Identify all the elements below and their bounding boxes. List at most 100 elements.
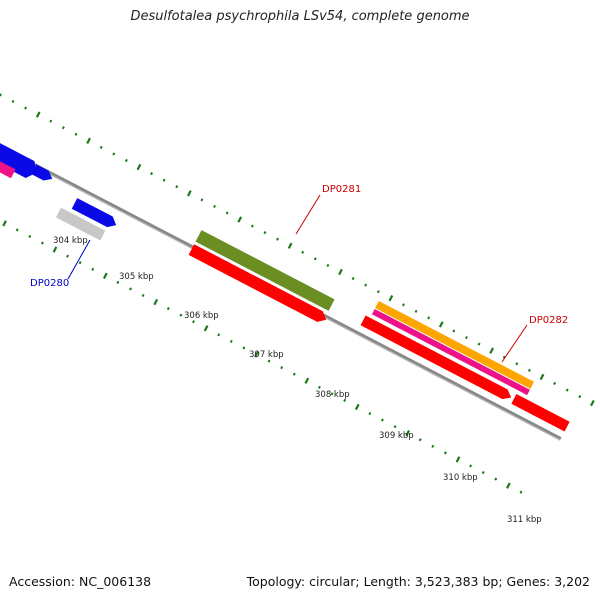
- gene-feature-gray: [55, 207, 106, 241]
- gc-tick: [376, 290, 380, 294]
- gc-tick: [338, 268, 343, 276]
- backbone-line: [0, 144, 562, 440]
- gene-feature-red: [360, 315, 512, 400]
- gc-tick: [112, 152, 116, 156]
- gc-tick: [124, 158, 128, 163]
- gc-tick: [481, 470, 485, 475]
- gc-tick: [2, 220, 7, 227]
- gc-tick: [506, 482, 511, 489]
- tick-label-310: 310 kbp: [443, 473, 478, 483]
- gc-tick: [28, 234, 32, 239]
- tick-labels: 304 kbp 305 kbp 306 kbp 307 kbp 308 kbp 309 k…: [53, 236, 542, 525]
- gc-tick: [200, 198, 204, 202]
- gc-tick: [175, 185, 179, 189]
- gc-tick: [116, 280, 120, 284]
- gc-tick: [263, 231, 267, 235]
- gc-tick: [304, 377, 310, 384]
- gc-tick: [267, 359, 271, 363]
- gc-tick: [494, 477, 498, 481]
- gc-tick: [438, 321, 444, 328]
- gc-tick: [287, 242, 293, 249]
- feature-track: [0, 143, 570, 432]
- gc-tick: [464, 335, 468, 340]
- tick-label-309: 309 kbp: [379, 431, 414, 441]
- genome-backbone: [0, 144, 562, 441]
- gc-tick: [186, 190, 192, 197]
- gc-tick: [0, 93, 2, 97]
- gc-tick: [78, 261, 82, 265]
- gc-tick: [527, 368, 531, 372]
- gc-tick: [15, 228, 19, 232]
- gc-tick: [455, 456, 461, 463]
- backbone-line: [0, 147, 561, 441]
- gc-tick: [402, 303, 405, 307]
- gc-tick: [166, 307, 170, 311]
- tick-label-305: 305 kbp: [119, 272, 154, 282]
- gc-tick: [364, 283, 368, 287]
- gc-tick: [153, 298, 159, 306]
- gc-tick: [61, 126, 65, 130]
- gc-tick: [203, 325, 209, 332]
- gc-tick: [66, 254, 70, 258]
- gene-callouts: DP0280 DP0281 DP0282: [30, 184, 568, 363]
- gc-tick: [313, 257, 317, 261]
- gc-tick: [326, 263, 330, 267]
- gc-tick: [213, 204, 217, 208]
- gene-feature-magenta: [0, 161, 16, 179]
- gene-label-dp0282: DP0282: [529, 315, 568, 326]
- gc-tick: [515, 362, 519, 366]
- gc-tick: [24, 106, 28, 110]
- gc-tick: [162, 178, 166, 182]
- gc-tick: [519, 490, 523, 494]
- gc-tick: [242, 346, 246, 350]
- gene-feature-magenta: [371, 308, 530, 396]
- gc-tick: [351, 276, 355, 281]
- gc-tick: [590, 399, 595, 407]
- gc-tick: [292, 372, 296, 376]
- gc-tick: [254, 351, 259, 358]
- gc-tick: [553, 381, 557, 386]
- tick-label-304: 304 kbp: [53, 236, 88, 246]
- gene-feature-blue: [71, 198, 117, 228]
- gc-tick: [301, 250, 305, 254]
- gc-tick: [49, 119, 53, 123]
- gc-tick: [393, 425, 397, 429]
- gc-tick: [192, 320, 195, 324]
- gc-skew-ticks: [0, 93, 595, 494]
- gc-tick: [539, 373, 545, 381]
- gc-tick: [129, 287, 132, 291]
- gc-tick: [489, 347, 494, 354]
- gc-tick: [280, 366, 284, 370]
- gc-tick: [217, 333, 221, 337]
- gc-tick: [405, 430, 410, 437]
- gc-tick: [330, 392, 334, 396]
- gc-tick: [40, 241, 44, 245]
- gc-tick: [237, 216, 243, 223]
- gc-tick: [276, 237, 279, 241]
- gc-tick: [91, 267, 95, 271]
- gc-tick: [380, 418, 384, 422]
- gc-tick: [431, 444, 435, 448]
- gc-tick: [179, 313, 183, 317]
- gc-tick: [443, 451, 447, 455]
- gc-tick: [136, 163, 142, 171]
- gc-tick: [502, 355, 506, 359]
- gc-tick: [35, 111, 41, 118]
- callout-line: [501, 324, 528, 363]
- gene-label-dp0281: DP0281: [322, 184, 361, 195]
- gc-tick: [11, 99, 15, 104]
- gc-tick: [469, 464, 473, 468]
- gene-label-dp0280: DP0280: [30, 278, 69, 289]
- gc-tick: [52, 246, 58, 253]
- gc-tick: [477, 342, 481, 346]
- callout-line: [67, 239, 91, 280]
- accession-text: Accession: NC_006138: [9, 574, 152, 589]
- tick-label-308: 308 kbp: [315, 390, 350, 400]
- gc-tick: [452, 329, 456, 333]
- gc-tick: [578, 394, 582, 399]
- gc-tick: [354, 403, 360, 411]
- gc-tick: [99, 145, 103, 149]
- gc-tick: [343, 398, 347, 402]
- gc-tick: [86, 137, 91, 144]
- gene-feature-orange: [375, 300, 535, 389]
